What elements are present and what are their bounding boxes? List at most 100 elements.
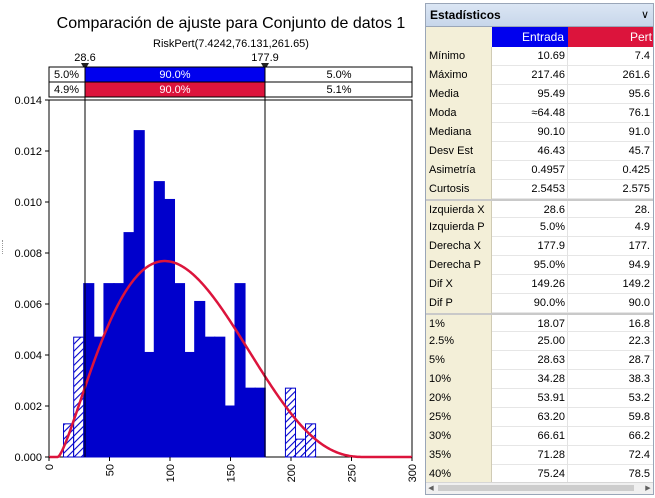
left-delimiter-label: 28.6 [74, 52, 95, 64]
stat-label: Asimetría [426, 161, 492, 180]
histogram-bin-23 [284, 387, 297, 458]
histogram-bin-13 [184, 351, 196, 458]
stat-value-entrada: 2.5453 [492, 180, 568, 199]
pert-fit-curve [49, 259, 412, 459]
stat-value-entrada: 217.46 [492, 66, 568, 85]
x-tick-label: 200 [286, 464, 298, 482]
chart-subtitle: RiskPert(7.4242,76.131,261.65) [153, 38, 309, 50]
scroll-left-icon[interactable]: ◀ [428, 485, 434, 492]
stat-row: 30% 66.61 66.2 [426, 427, 653, 446]
pert-right-pct: 5.1% [326, 84, 351, 96]
stat-label: Mínimo [426, 47, 492, 66]
stat-label: Izquierda X [426, 201, 492, 220]
statistics-column-headers: Entrada Pert [426, 27, 653, 47]
stat-value-entrada: ≈64.48 [492, 104, 568, 123]
stat-row: 10% 34.28 38.3 [426, 370, 653, 389]
stat-value-pert: 90.0 [628, 297, 650, 309]
histogram-bin-18 [234, 283, 246, 458]
stat-value-pert: 177. [628, 240, 650, 252]
histogram-bin-11 [163, 198, 176, 458]
stat-row: 25% 63.20 59.8 [426, 408, 653, 427]
stat-label: 10% [426, 370, 492, 389]
y-tick-label: 0.012 [14, 146, 42, 158]
y-tick-label: 0.008 [14, 248, 42, 260]
stat-label: Dif P [426, 294, 492, 313]
stat-value-entrada: 5.0% [492, 218, 568, 237]
y-tick-label: 0.000 [14, 452, 42, 464]
chevron-down-icon[interactable]: ∨ [640, 9, 649, 21]
histogram-bin-8 [133, 130, 145, 458]
stat-value-pert: 66.2 [628, 430, 650, 442]
stat-value-entrada: 95.0% [492, 256, 568, 275]
histogram-bin-17 [224, 405, 236, 458]
x-tick-label: 50 [105, 464, 117, 476]
horizontal-scrollbar[interactable]: ◀ ▶ [426, 482, 653, 494]
right-delimiter-label: 177.9 [251, 52, 279, 64]
stat-label: Izquierda P [426, 218, 492, 237]
stat-value-entrada: 28.63 [492, 351, 568, 370]
stat-value-entrada: 90.0% [492, 294, 568, 313]
stat-label: Moda [426, 104, 492, 123]
stat-value-pert: 45.7 [628, 145, 650, 157]
histogram-bin-15 [204, 336, 216, 458]
stat-label: Máximo [426, 66, 492, 85]
stat-value-entrada: 90.10 [492, 123, 568, 142]
stat-label: Curtosis [426, 180, 492, 199]
stat-value-pert: 76.1 [628, 107, 650, 119]
stat-value-pert: 72.4 [628, 449, 650, 461]
x-tick-label: 150 [226, 464, 238, 482]
stat-label: 2.5% [426, 332, 492, 351]
entrada-probability-bar: 5.0% 90.0% 5.0% [48, 66, 413, 83]
x-tick-label: 0 [44, 464, 56, 470]
stat-label: Media [426, 85, 492, 104]
stat-label: 5% [426, 351, 492, 370]
statistics-panel: Estadísticos ∨ Entrada Pert Mínimo 10.69 7… [425, 3, 654, 495]
stat-label: 1% [426, 315, 492, 334]
histogram-bin-10 [153, 181, 165, 458]
stat-value-pert: 261.6 [622, 69, 650, 81]
stat-row: Curtosis 2.5453 2.575 [426, 180, 653, 199]
entrada-left-pct: 5.0% [54, 69, 79, 81]
histogram-bin-14 [194, 300, 206, 458]
stat-row: Máximo 217.46 261.6 [426, 66, 653, 85]
histogram-bin-5 [103, 283, 115, 458]
stat-value-pert: 95.6 [628, 88, 650, 100]
histogram-bin-9 [143, 351, 155, 458]
stat-row: Media 95.49 95.6 [426, 85, 653, 104]
entrada-mid-pct: 90.0% [159, 69, 190, 81]
column-header-entrada[interactable]: Entrada [492, 27, 568, 47]
stat-value-entrada: 18.07 [492, 315, 568, 334]
chart-panel: Comparación de ajuste para Conjunto de d… [2, 15, 419, 483]
fit-comparison-chart: Comparación de ajuste para Conjunto de d… [14, 15, 419, 482]
entrada-right-pct: 5.0% [326, 69, 351, 81]
stat-label: 30% [426, 427, 492, 446]
stat-value-entrada: 0.4957 [492, 161, 568, 180]
y-tick-label: 0.010 [14, 197, 42, 209]
chart-title: Comparación de ajuste para Conjunto de d… [57, 15, 406, 32]
scrollbar-thumb[interactable] [438, 485, 634, 491]
stat-row: 20% 53.91 53.2 [426, 389, 653, 408]
stat-value-entrada: 53.91 [492, 389, 568, 408]
histogram-bin-16 [214, 336, 226, 458]
stat-value-pert: 28.7 [628, 354, 650, 366]
panel-splitter[interactable] [2, 240, 6, 254]
stat-row: 5% 28.63 28.7 [426, 351, 653, 370]
stat-row: 2.5% 25.00 22.3 [426, 332, 653, 351]
stat-row: Dif X 149.26 149.2 [426, 275, 653, 294]
stat-value-entrada: 63.20 [492, 408, 568, 427]
pert-probability-bar: 4.9% 90.0% 5.1% [48, 81, 413, 98]
stat-value-entrada: 28.6 [492, 201, 568, 220]
stat-label: 20% [426, 389, 492, 408]
stat-label: Desv Est [426, 142, 492, 161]
stat-value-pert: 16.8 [628, 318, 650, 330]
column-header-pert[interactable]: Pert [568, 27, 653, 47]
scroll-right-icon[interactable]: ▶ [645, 485, 651, 492]
stat-value-entrada: 95.49 [492, 85, 568, 104]
stat-value-pert: 28. [634, 204, 650, 216]
stat-value-pert: 2.575 [622, 183, 650, 195]
header-corner [426, 27, 493, 47]
stat-value-pert: 7.4 [634, 50, 650, 62]
stat-value-pert: 94.9 [628, 259, 650, 271]
stat-value-pert: 38.3 [628, 373, 650, 385]
stat-row: 1% 18.07 16.8 [426, 313, 653, 334]
